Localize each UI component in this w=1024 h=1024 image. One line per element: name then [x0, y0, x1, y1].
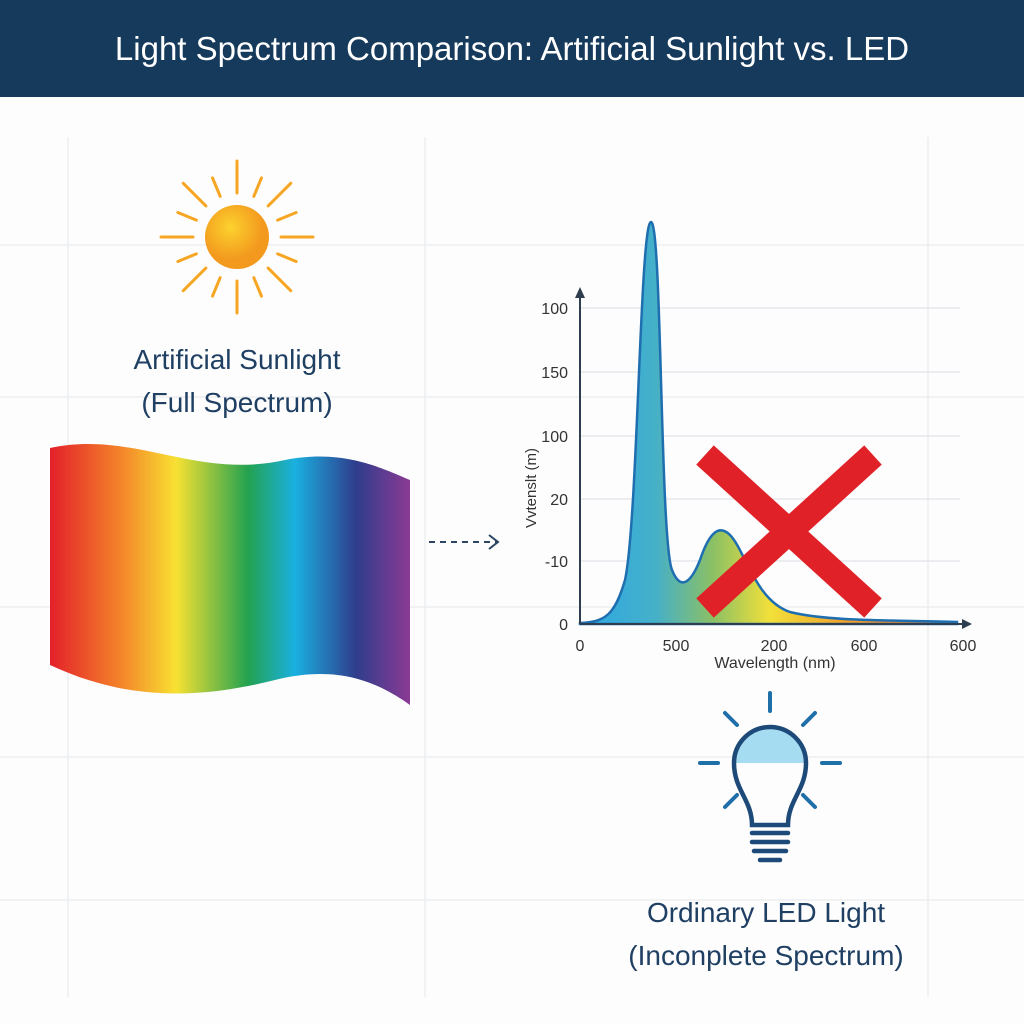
y-tick: 100 — [541, 301, 568, 318]
y-tick: 100 — [541, 429, 568, 446]
y-tick: 150 — [541, 365, 568, 382]
rainbow-spectrum-flag — [50, 444, 410, 705]
page-title: Light Spectrum Comparison: Artificial Su… — [0, 0, 1024, 97]
sunlight-title: Artificial Sunlight — [133, 344, 341, 375]
x-tick: 600 — [950, 638, 977, 655]
led-title: Ordinary LED Light — [646, 897, 886, 928]
sun-ray — [181, 181, 208, 208]
sun-icon — [159, 159, 315, 315]
sunlight-label: Artificial Sunlight (Full Spectrum) — [37, 338, 437, 424]
x-tick: 0 — [576, 638, 585, 655]
led-subtitle: (Inconplete Spectrum) — [628, 940, 904, 971]
led-label: Ordinary LED Light (Inconplete Spectrum) — [566, 891, 966, 977]
sun-ray — [176, 252, 198, 263]
sun-ray — [211, 276, 222, 298]
spectrum-chart: 100 150 100 20 -10 0 0 500 200 600 600 W… — [523, 220, 977, 672]
x-tick: 500 — [663, 638, 690, 655]
sun-ray — [252, 276, 263, 298]
y-tick: -10 — [545, 554, 568, 571]
x-axis-label: Wavelength (nm) — [714, 655, 835, 672]
sun-ray — [211, 176, 222, 198]
sun-ray — [276, 252, 298, 263]
red-cross-icon — [696, 445, 882, 618]
sun-ray — [266, 266, 293, 293]
x-tick: 200 — [761, 638, 788, 655]
y-axis-label: Vvtenslt (m) — [523, 448, 540, 528]
sunlight-subtitle: (Full Spectrum) — [141, 387, 333, 418]
sun-ray — [252, 176, 263, 198]
sun-ray — [176, 211, 198, 222]
led-spectrum-curve — [578, 220, 959, 626]
lightbulb-icon — [698, 691, 842, 863]
y-tick: 20 — [550, 492, 568, 509]
sun-ray — [266, 181, 293, 208]
sun-ray — [276, 211, 298, 222]
dashed-arrow — [429, 534, 500, 550]
sun-ray — [181, 266, 208, 293]
y-tick: 0 — [559, 617, 568, 634]
x-tick: 600 — [851, 638, 878, 655]
